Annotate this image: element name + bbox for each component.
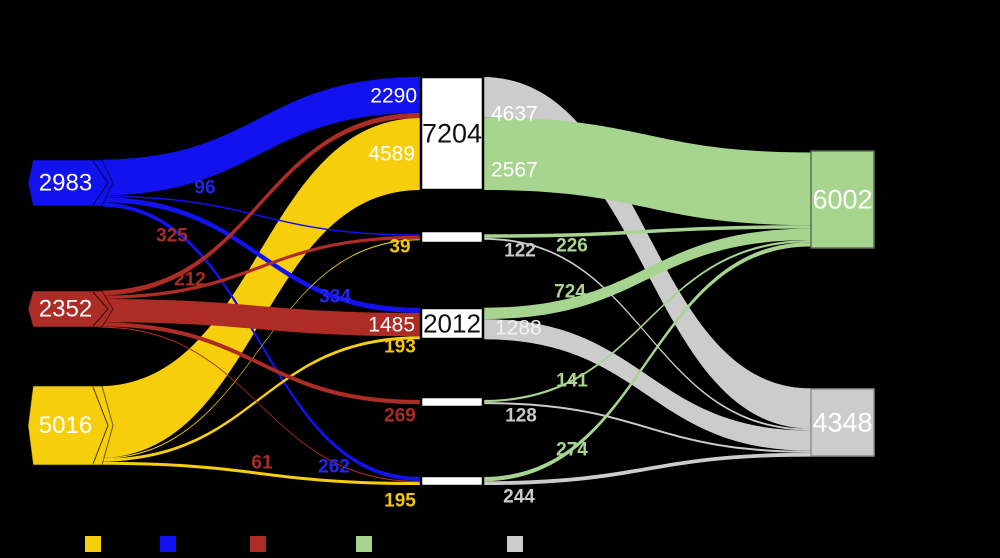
flow-label-2567: 2567 <box>491 159 538 182</box>
flow-label-195: 195 <box>384 491 416 512</box>
flow-label-724: 724 <box>554 282 586 303</box>
node-mid-2012 <box>419 306 485 341</box>
flow-label-61: 61 <box>251 453 273 474</box>
legend-swatch-yellow <box>85 536 101 552</box>
flow-src-yellow-to-mid-348 <box>98 239 421 460</box>
flow-mid-2012-to-end-6002 <box>483 228 811 320</box>
node-mid-348 <box>419 229 485 245</box>
flow-label-274: 274 <box>556 440 588 461</box>
flow-label-141: 141 <box>556 371 588 392</box>
flow-label-1485: 1485 <box>368 314 415 337</box>
flow-src-red-to-mid-269 <box>98 322 421 405</box>
flow-src-red-to-mid-7204 <box>98 112 421 296</box>
flow-label-4589: 4589 <box>368 143 415 166</box>
node-src-yellow <box>27 385 114 466</box>
flow-label-2290: 2290 <box>370 85 417 108</box>
flow-label-244: 244 <box>503 487 535 508</box>
node-mid-7204-label: 7204 <box>422 119 482 149</box>
node-mid-518 <box>419 474 485 488</box>
flow-src-blue-to-mid-2012 <box>98 197 421 313</box>
node-src-red <box>27 290 114 328</box>
flow-label-1288: 1288 <box>495 317 542 340</box>
node-src-red-label: 2352 <box>39 296 92 323</box>
flow-label-262: 262 <box>318 457 350 478</box>
flow-src-blue-to-mid-518 <box>98 202 421 482</box>
flow-src-red-to-mid-518 <box>98 326 421 483</box>
flow-src-blue-to-mid-348 <box>98 195 421 236</box>
flow-mid-7204-to-end-4348 <box>483 77 811 429</box>
flow-label-269: 269 <box>384 406 416 427</box>
flow-src-red-to-mid-348 <box>98 235 421 299</box>
flow-src-red-to-mid-2012 <box>98 298 421 337</box>
node-mid-7204 <box>419 75 485 192</box>
node-mid-2012-label: 2012 <box>423 309 481 339</box>
flow-mid-2012-to-end-4348 <box>483 319 811 451</box>
flow-mid-269-to-end-6002 <box>483 240 811 403</box>
flow-mid-518-to-end-4348 <box>483 452 811 486</box>
flow-src-yellow-to-mid-2012 <box>98 336 421 462</box>
flow-label-122: 122 <box>504 241 536 262</box>
flow-label-193: 193 <box>384 337 416 358</box>
node-src-yellow-chevron <box>92 386 109 465</box>
node-src-blue-label: 2983 <box>39 170 92 197</box>
node-end-4348-label: 4348 <box>812 408 872 438</box>
flow-label-128: 128 <box>505 406 537 427</box>
flow-label-226: 226 <box>556 236 588 257</box>
node-src-yellow-label: 5016 <box>39 412 92 439</box>
node-src-blue-chevron <box>92 160 109 206</box>
legend-swatch-red <box>250 536 266 552</box>
flow-label-334: 334 <box>319 287 351 308</box>
node-mid-269 <box>419 395 485 409</box>
flow-mid-348-to-end-4348 <box>483 237 811 431</box>
legend-swatch-green <box>356 536 372 552</box>
node-end-6002 <box>810 150 875 249</box>
legend-swatch-blue <box>160 536 176 552</box>
flow-src-yellow-to-mid-7204 <box>98 118 421 459</box>
node-src-red-chevron <box>92 291 109 327</box>
node-end-4348 <box>810 388 875 457</box>
flow-mid-348-to-end-6002 <box>483 225 811 238</box>
node-end-6002-label: 6002 <box>812 185 872 215</box>
flow-label-325: 325 <box>156 226 188 247</box>
legend-swatch-gray <box>507 536 523 552</box>
flow-label-4637: 4637 <box>491 103 538 126</box>
flow-src-blue-to-mid-7204 <box>98 77 421 196</box>
flow-src-yellow-to-mid-518 <box>98 461 421 486</box>
flow-mid-7204-to-end-6002 <box>483 117 811 226</box>
flow-label-39: 39 <box>389 237 410 258</box>
node-src-blue <box>27 159 114 207</box>
flow-label-212: 212 <box>174 270 206 291</box>
flow-label-96: 96 <box>194 178 215 199</box>
flow-mid-518-to-end-6002 <box>483 242 811 482</box>
flow-mid-269-to-end-4348 <box>483 402 811 453</box>
